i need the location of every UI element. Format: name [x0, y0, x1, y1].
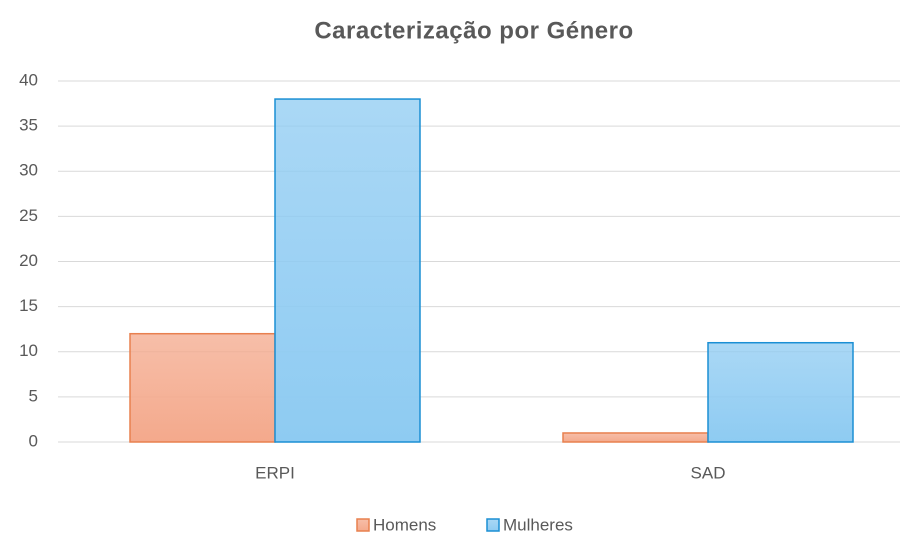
y-tick-label: 10: [19, 341, 38, 360]
bar: [562, 432, 709, 443]
bar: [707, 341, 854, 443]
y-tick-label: 25: [19, 206, 38, 225]
y-tick-label: 35: [19, 116, 38, 135]
y-tick-label: 20: [19, 251, 38, 270]
y-tick-label: 0: [29, 431, 38, 450]
legend-label: Mulheres: [503, 515, 573, 534]
chart-title: Caracterização por Género: [314, 17, 633, 44]
x-tick-label: ERPI: [255, 463, 295, 482]
legend-swatch: [356, 518, 370, 532]
legend-swatch: [486, 518, 500, 532]
y-tick-label: 40: [19, 70, 38, 89]
legend-label: Homens: [373, 515, 436, 534]
y-tick-label: 30: [19, 161, 38, 180]
y-tick-label: 15: [19, 296, 38, 315]
y-tick-label: 5: [29, 386, 38, 405]
bar: [274, 98, 421, 443]
x-tick-label: SAD: [691, 463, 726, 482]
bar: [129, 332, 276, 443]
